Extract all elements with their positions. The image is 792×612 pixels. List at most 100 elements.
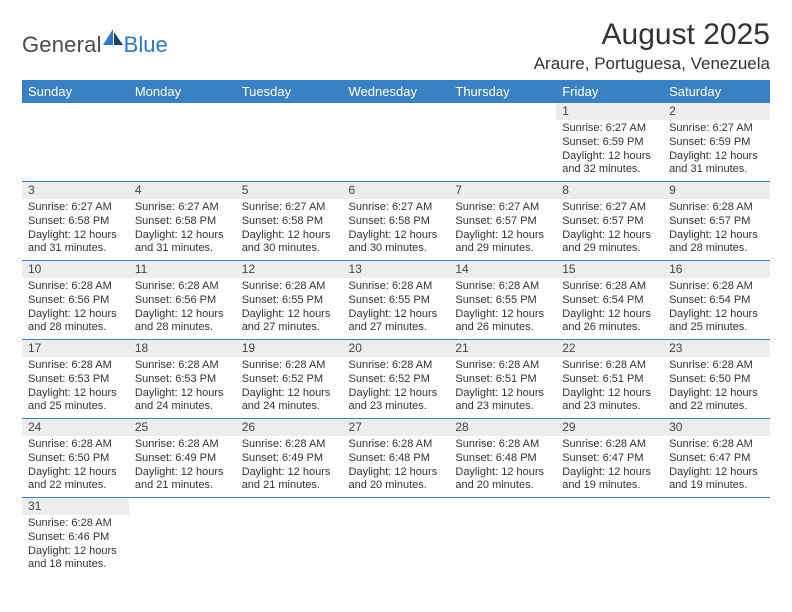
- calendar-cell: 19Sunrise: 6:28 AMSunset: 6:52 PMDayligh…: [236, 340, 343, 419]
- day-number: 7: [449, 182, 556, 199]
- day-line: Daylight: 12 hours: [562, 466, 657, 480]
- weekday-header: Thursday: [449, 80, 556, 103]
- weekday-header: Saturday: [663, 80, 770, 103]
- day-line: Sunset: 6:54 PM: [562, 294, 657, 308]
- day-body: Sunrise: 6:28 AMSunset: 6:50 PMDaylight:…: [22, 436, 129, 497]
- day-line: Sunset: 6:52 PM: [349, 373, 444, 387]
- day-line: and 30 minutes.: [242, 242, 337, 256]
- day-body: Sunrise: 6:28 AMSunset: 6:52 PMDaylight:…: [343, 357, 450, 418]
- calendar-cell: 28Sunrise: 6:28 AMSunset: 6:48 PMDayligh…: [449, 419, 556, 498]
- day-line: Sunset: 6:56 PM: [28, 294, 123, 308]
- day-number: 23: [663, 340, 770, 357]
- day-line: Sunset: 6:58 PM: [135, 215, 230, 229]
- day-line: and 18 minutes.: [28, 558, 123, 572]
- day-line: Sunset: 6:57 PM: [669, 215, 764, 229]
- day-number: 10: [22, 261, 129, 278]
- day-line: Daylight: 12 hours: [455, 229, 550, 243]
- day-line: Daylight: 12 hours: [135, 229, 230, 243]
- day-body: Sunrise: 6:27 AMSunset: 6:58 PMDaylight:…: [236, 199, 343, 260]
- day-number: 8: [556, 182, 663, 199]
- day-line: Sunrise: 6:28 AM: [455, 359, 550, 373]
- day-line: Sunset: 6:53 PM: [135, 373, 230, 387]
- day-line: Sunrise: 6:28 AM: [562, 359, 657, 373]
- day-body: Sunrise: 6:27 AMSunset: 6:59 PMDaylight:…: [663, 120, 770, 181]
- day-line: Sunset: 6:51 PM: [562, 373, 657, 387]
- day-line: Sunrise: 6:28 AM: [455, 438, 550, 452]
- day-line: and 28 minutes.: [28, 321, 123, 335]
- day-body: Sunrise: 6:28 AMSunset: 6:53 PMDaylight:…: [129, 357, 236, 418]
- day-line: and 32 minutes.: [562, 163, 657, 177]
- day-number: 15: [556, 261, 663, 278]
- day-line: Sunrise: 6:28 AM: [455, 280, 550, 294]
- day-line: Sunset: 6:58 PM: [242, 215, 337, 229]
- day-number: 4: [129, 182, 236, 199]
- day-body: Sunrise: 6:28 AMSunset: 6:48 PMDaylight:…: [343, 436, 450, 497]
- weekday-header: Wednesday: [343, 80, 450, 103]
- day-line: and 20 minutes.: [349, 479, 444, 493]
- day-line: Sunrise: 6:28 AM: [28, 359, 123, 373]
- day-line: Sunrise: 6:28 AM: [669, 280, 764, 294]
- logo-sail-icon: [102, 28, 124, 51]
- calendar-cell: 2Sunrise: 6:27 AMSunset: 6:59 PMDaylight…: [663, 103, 770, 182]
- calendar-cell: 7Sunrise: 6:27 AMSunset: 6:57 PMDaylight…: [449, 182, 556, 261]
- day-line: Daylight: 12 hours: [135, 308, 230, 322]
- calendar-cell: 8Sunrise: 6:27 AMSunset: 6:57 PMDaylight…: [556, 182, 663, 261]
- day-line: Sunrise: 6:28 AM: [349, 280, 444, 294]
- day-line: and 27 minutes.: [349, 321, 444, 335]
- day-line: Sunset: 6:49 PM: [135, 452, 230, 466]
- calendar-cell: 10Sunrise: 6:28 AMSunset: 6:56 PMDayligh…: [22, 261, 129, 340]
- day-line: Sunrise: 6:28 AM: [669, 201, 764, 215]
- calendar-week-row: 10Sunrise: 6:28 AMSunset: 6:56 PMDayligh…: [22, 261, 770, 340]
- day-number: 27: [343, 419, 450, 436]
- day-line: Daylight: 12 hours: [28, 387, 123, 401]
- day-line: Daylight: 12 hours: [669, 387, 764, 401]
- day-number: 20: [343, 340, 450, 357]
- day-line: Sunrise: 6:28 AM: [135, 359, 230, 373]
- calendar-cell: [449, 498, 556, 577]
- day-line: Daylight: 12 hours: [349, 466, 444, 480]
- day-line: Sunrise: 6:27 AM: [669, 122, 764, 136]
- day-line: Sunrise: 6:28 AM: [349, 438, 444, 452]
- day-line: Sunrise: 6:28 AM: [135, 280, 230, 294]
- day-number: 21: [449, 340, 556, 357]
- day-line: Sunrise: 6:28 AM: [562, 438, 657, 452]
- day-line: Sunrise: 6:28 AM: [28, 438, 123, 452]
- day-line: Sunset: 6:51 PM: [455, 373, 550, 387]
- calendar-cell: [236, 498, 343, 577]
- day-body: Sunrise: 6:27 AMSunset: 6:57 PMDaylight:…: [449, 199, 556, 260]
- day-body: Sunrise: 6:28 AMSunset: 6:54 PMDaylight:…: [663, 278, 770, 339]
- calendar-cell: 14Sunrise: 6:28 AMSunset: 6:55 PMDayligh…: [449, 261, 556, 340]
- calendar-cell: 31Sunrise: 6:28 AMSunset: 6:46 PMDayligh…: [22, 498, 129, 577]
- day-line: and 26 minutes.: [562, 321, 657, 335]
- calendar-cell: 30Sunrise: 6:28 AMSunset: 6:47 PMDayligh…: [663, 419, 770, 498]
- day-body: Sunrise: 6:28 AMSunset: 6:47 PMDaylight:…: [556, 436, 663, 497]
- day-line: Sunrise: 6:28 AM: [28, 517, 123, 531]
- day-line: Sunset: 6:55 PM: [242, 294, 337, 308]
- day-line: and 30 minutes.: [349, 242, 444, 256]
- calendar-cell: 23Sunrise: 6:28 AMSunset: 6:50 PMDayligh…: [663, 340, 770, 419]
- day-line: and 23 minutes.: [562, 400, 657, 414]
- day-number: 24: [22, 419, 129, 436]
- calendar-cell: 17Sunrise: 6:28 AMSunset: 6:53 PMDayligh…: [22, 340, 129, 419]
- weekday-header-row: Sunday Monday Tuesday Wednesday Thursday…: [22, 80, 770, 103]
- day-line: Sunrise: 6:28 AM: [242, 359, 337, 373]
- day-line: Sunset: 6:57 PM: [562, 215, 657, 229]
- day-line: and 19 minutes.: [562, 479, 657, 493]
- calendar-cell: 1Sunrise: 6:27 AMSunset: 6:59 PMDaylight…: [556, 103, 663, 182]
- day-line: Sunrise: 6:28 AM: [135, 438, 230, 452]
- calendar-cell: 22Sunrise: 6:28 AMSunset: 6:51 PMDayligh…: [556, 340, 663, 419]
- calendar-cell: [449, 103, 556, 182]
- day-body: Sunrise: 6:28 AMSunset: 6:46 PMDaylight:…: [22, 515, 129, 576]
- day-number: 29: [556, 419, 663, 436]
- calendar-cell: 11Sunrise: 6:28 AMSunset: 6:56 PMDayligh…: [129, 261, 236, 340]
- day-line: Daylight: 12 hours: [455, 387, 550, 401]
- day-number: 11: [129, 261, 236, 278]
- title-block: August 2025 Araure, Portuguesa, Venezuel…: [534, 18, 770, 74]
- day-line: Sunrise: 6:28 AM: [669, 359, 764, 373]
- day-body: Sunrise: 6:28 AMSunset: 6:57 PMDaylight:…: [663, 199, 770, 260]
- day-line: Daylight: 12 hours: [135, 387, 230, 401]
- day-line: and 25 minutes.: [28, 400, 123, 414]
- day-number: 12: [236, 261, 343, 278]
- calendar-week-row: 3Sunrise: 6:27 AMSunset: 6:58 PMDaylight…: [22, 182, 770, 261]
- day-line: Daylight: 12 hours: [28, 308, 123, 322]
